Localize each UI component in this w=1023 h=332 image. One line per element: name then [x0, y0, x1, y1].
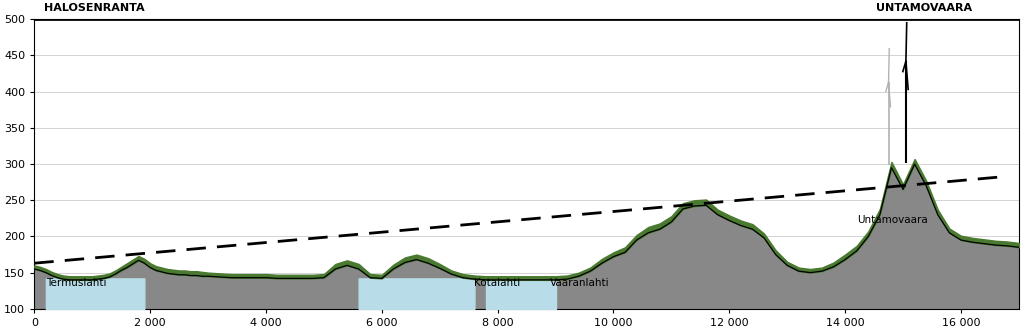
- Text: Vaaranlahti: Vaaranlahti: [549, 278, 610, 289]
- Text: UNTAMOVAARA: UNTAMOVAARA: [876, 4, 972, 14]
- Text: HALOSENRANTA: HALOSENRANTA: [44, 4, 145, 14]
- Text: Kotalahti: Kotalahti: [475, 278, 521, 289]
- Text: Termuslahti: Termuslahti: [46, 278, 106, 289]
- Text: Untamovaara: Untamovaara: [856, 215, 928, 225]
